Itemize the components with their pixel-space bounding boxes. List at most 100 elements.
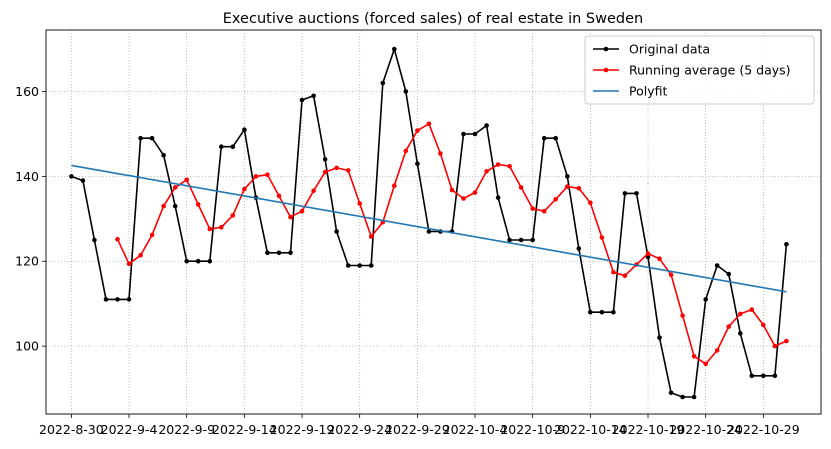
data-point (311, 93, 316, 99)
data-point (161, 152, 166, 158)
x-tick-label: 2022-8-30 (39, 422, 104, 437)
data-point (576, 246, 582, 251)
data-point (288, 250, 293, 256)
data-point (207, 226, 213, 232)
x-tick-label: 2022-10-14 (554, 422, 627, 437)
data-point (553, 135, 558, 141)
data-point (726, 271, 731, 277)
data-point (657, 335, 662, 340)
data-point (784, 338, 789, 344)
data-point (368, 234, 374, 239)
data-point (611, 309, 616, 315)
data-point (184, 177, 189, 183)
x-tick-label: 2022-9-14 (212, 422, 277, 437)
x-tick-label: 2022-10-19 (612, 422, 685, 437)
x-tick-label: 2022-9-19 (270, 422, 335, 437)
data-point (299, 208, 305, 214)
data-point (265, 172, 270, 177)
data-point (345, 263, 351, 268)
data-point (415, 161, 420, 166)
data-point (195, 258, 201, 264)
data-point (334, 229, 339, 234)
data-point (565, 174, 570, 179)
data-point (541, 208, 547, 214)
data-point (553, 197, 558, 202)
data-point (103, 297, 109, 302)
data-point (265, 250, 270, 256)
plot-frame (45, 29, 822, 415)
y-tick-label: 120 (15, 254, 39, 269)
data-point (380, 80, 386, 86)
y-tick-label: 140 (15, 169, 39, 184)
data-point (565, 184, 570, 189)
data-point (207, 258, 213, 264)
data-point (576, 186, 582, 191)
data-point (172, 185, 178, 190)
data-point (749, 373, 755, 379)
data-point (726, 324, 731, 329)
data-point (438, 151, 443, 156)
data-point (230, 213, 236, 218)
data-point (622, 273, 628, 279)
data-point (691, 354, 697, 359)
data-point (772, 373, 778, 379)
data-point (242, 186, 247, 192)
data-point (230, 144, 236, 149)
data-point (299, 97, 305, 103)
data-point (311, 188, 316, 194)
data-point (242, 127, 247, 132)
y-axis: 100 120 140 160 (15, 84, 46, 354)
y-tick-label: 100 (15, 339, 39, 354)
y-tick-label: 160 (15, 84, 39, 99)
x-tick-label: 2022-10-9 (500, 422, 565, 437)
data-point (680, 394, 685, 400)
x-tick-label: 2022-9-29 (385, 422, 450, 437)
data-point (530, 206, 535, 211)
data-point (115, 297, 120, 302)
x-tick-label: 2022-10-24 (669, 422, 742, 437)
data-point (772, 343, 778, 349)
legend-label: Original data (629, 42, 710, 57)
x-tick-label: 2022-9-24 (327, 422, 392, 437)
data-point (507, 237, 512, 243)
data-point (172, 203, 178, 209)
data-point (714, 263, 720, 268)
data-point (426, 229, 432, 234)
data-point (276, 250, 282, 256)
legend: Original data Running average (5 days) Pol… (584, 35, 815, 105)
data-point (276, 193, 282, 199)
data-point (599, 309, 605, 315)
data-point (403, 89, 409, 94)
data-point (668, 390, 674, 396)
x-tick-label: 2022-10-4 (443, 422, 508, 437)
series-line (71, 164, 787, 293)
data-point (484, 169, 489, 174)
data-point (184, 258, 189, 264)
chart-title: Executive auctions (forced sales) of rea… (223, 11, 643, 27)
data-point (115, 236, 120, 242)
x-tick-label: 2022-9-4 (101, 422, 158, 437)
data-point (530, 237, 535, 243)
series-2 (115, 121, 789, 367)
data-point (149, 135, 155, 141)
data-point (495, 162, 501, 167)
data-point (80, 178, 86, 183)
data-point (518, 185, 524, 190)
data-point (449, 187, 455, 193)
data-point (334, 165, 339, 171)
data-point (588, 309, 593, 315)
x-tick-label: 2022-9-9 (158, 422, 215, 437)
data-point (645, 254, 651, 260)
data-point (703, 297, 708, 302)
data-point (138, 253, 143, 258)
data-point (714, 348, 720, 353)
data-point (680, 313, 685, 318)
data-point (645, 251, 651, 256)
data-point (784, 242, 789, 247)
data-point (761, 322, 766, 328)
data-point (392, 183, 397, 188)
data-point (588, 200, 593, 205)
data-point (738, 331, 743, 336)
